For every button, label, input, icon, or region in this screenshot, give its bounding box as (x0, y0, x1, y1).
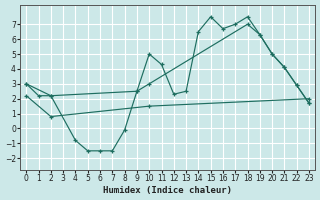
X-axis label: Humidex (Indice chaleur): Humidex (Indice chaleur) (103, 186, 232, 195)
